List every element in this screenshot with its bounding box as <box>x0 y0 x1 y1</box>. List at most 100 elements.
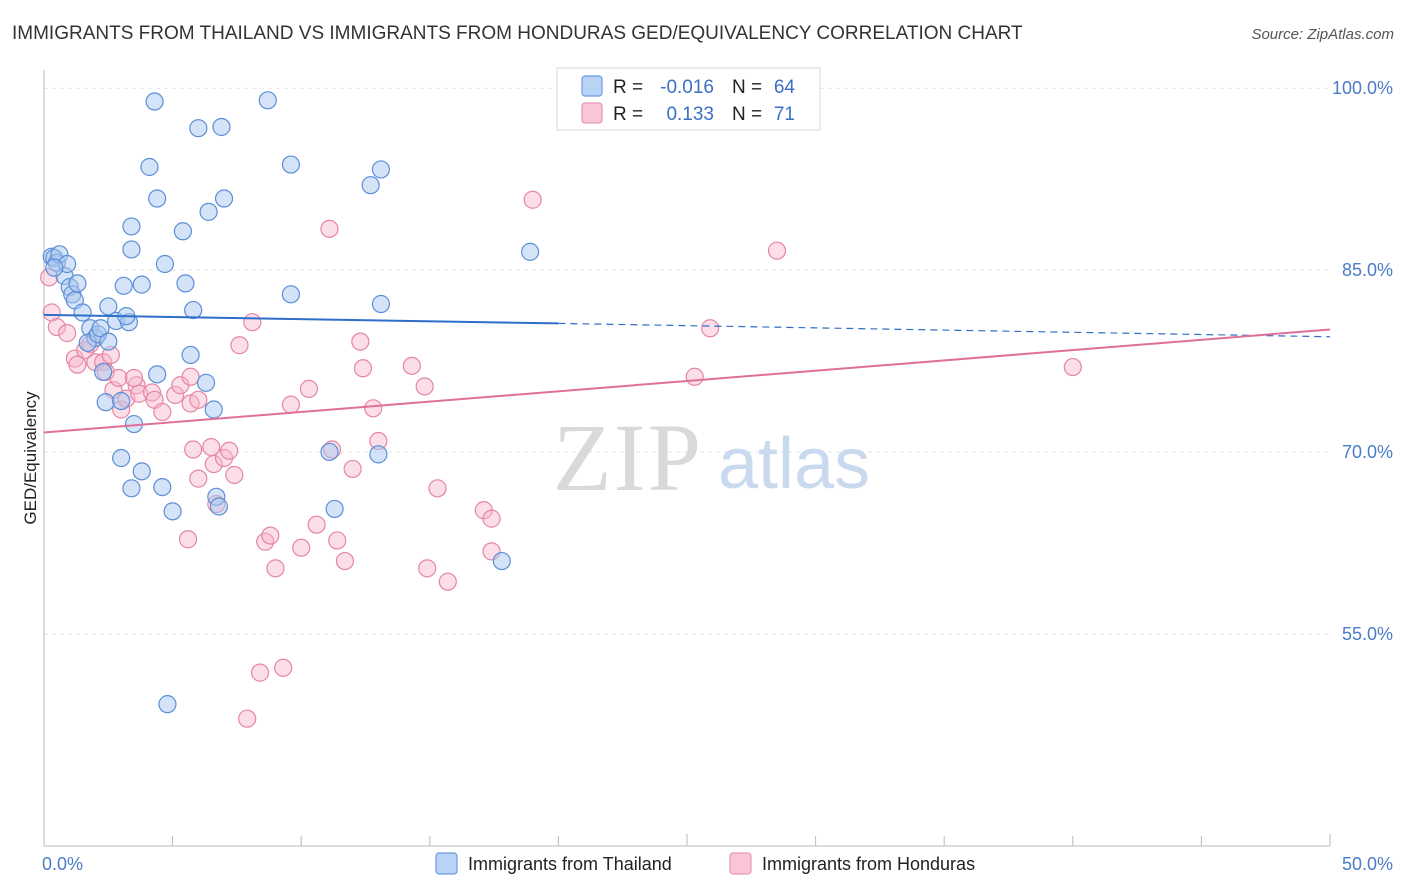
point-thailand-44 <box>176 274 195 293</box>
point-honduras-35 <box>230 336 249 355</box>
point-honduras-60 <box>320 219 339 238</box>
point-thailand-18 <box>114 276 133 295</box>
point-honduras-66 <box>1063 357 1082 377</box>
point-thailand-53 <box>281 285 301 304</box>
point-thailand-40 <box>214 189 234 208</box>
point-honduras-24 <box>181 367 200 386</box>
point-honduras-26 <box>189 390 208 409</box>
legend: Immigrants from Thailand Immigrants from… <box>435 852 975 875</box>
point-thailand-22 <box>96 393 115 412</box>
stats-r-value-1: -0.016 <box>660 77 714 98</box>
stats-r-label-1: R = <box>613 77 643 98</box>
x-tick-label-0: 0.0% <box>42 854 83 874</box>
point-thailand-42 <box>122 240 141 259</box>
point-honduras-21 <box>153 402 172 422</box>
point-thailand-45 <box>184 300 203 320</box>
trendline-thailand <box>43 313 559 325</box>
point-thailand-32 <box>132 275 151 294</box>
point-thailand-23 <box>112 391 131 411</box>
point-honduras-58 <box>482 509 501 528</box>
point-thailand-43 <box>122 217 141 236</box>
stats-swatch-honduras <box>581 102 603 124</box>
point-honduras-36 <box>243 313 262 332</box>
point-honduras-19 <box>142 383 162 402</box>
point-thailand-46 <box>181 345 200 365</box>
point-honduras-22 <box>166 385 185 405</box>
point-thailand-33 <box>155 254 174 274</box>
point-honduras-56 <box>438 572 457 591</box>
point-honduras-3 <box>58 324 77 343</box>
point-thailand-37 <box>145 92 164 111</box>
point-thailand-11 <box>73 303 92 322</box>
point-honduras-50 <box>364 399 383 418</box>
point-thailand-30 <box>148 365 167 384</box>
point-honduras-45 <box>328 531 347 550</box>
legend-label-thailand: Immigrants from Thailand <box>468 854 672 874</box>
point-thailand-27 <box>122 479 141 498</box>
point-thailand-28 <box>153 478 172 497</box>
point-honduras-41 <box>299 379 319 398</box>
point-thailand-39 <box>212 117 231 137</box>
stats-r-label-2: R = <box>613 104 643 125</box>
stats-n-label-1: N = <box>732 77 762 98</box>
point-thailand-52 <box>281 155 301 174</box>
stats-box: R = -0.016 N = 64 R = 0.133 N = 71 <box>556 67 821 131</box>
watermark: ZIP atlas <box>553 404 870 511</box>
point-honduras-69 <box>250 663 270 682</box>
point-thailand-10 <box>68 274 87 293</box>
point-thailand-16 <box>99 297 118 316</box>
legend-swatch-honduras <box>729 852 752 875</box>
trendline-thailand-extension <box>558 322 1331 338</box>
point-thailand-62 <box>158 695 177 714</box>
y-axis-label: GED/Equivalency <box>21 391 40 525</box>
point-honduras-68 <box>274 658 293 677</box>
y-tick-labels: 100.0% 85.0% 70.0% 55.0% <box>1332 78 1393 644</box>
legend-label-honduras: Immigrants from Honduras <box>762 854 975 874</box>
legend-swatch-thailand <box>435 852 458 875</box>
point-honduras-29 <box>204 454 223 474</box>
point-thailand-47 <box>196 373 216 392</box>
point-thailand-38 <box>189 119 208 138</box>
point-honduras-54 <box>418 559 437 578</box>
point-honduras-32 <box>189 469 208 488</box>
point-honduras-13 <box>109 368 128 388</box>
point-thailand-54 <box>361 176 380 195</box>
point-honduras-62 <box>685 367 704 386</box>
y-tick-label-1: 85.0% <box>1342 260 1393 280</box>
point-honduras-27 <box>184 440 203 459</box>
point-thailand-41 <box>199 202 218 221</box>
point-thailand-55 <box>371 160 391 179</box>
point-thailand-6 <box>45 258 64 277</box>
point-thailand-25 <box>112 448 131 468</box>
point-honduras-67 <box>178 530 198 549</box>
point-thailand-60 <box>521 242 540 261</box>
chart-source: Source: ZipAtlas.com <box>1251 26 1394 43</box>
x-tick-label-1: 50.0% <box>1342 854 1393 874</box>
chart-title: IMMIGRANTS FROM THAILAND VS IMMIGRANTS F… <box>12 23 1023 44</box>
point-thailand-35 <box>148 189 167 208</box>
point-thailand-29 <box>163 502 182 521</box>
point-honduras-40 <box>281 395 301 414</box>
point-honduras-34 <box>220 441 239 460</box>
y-tick-label-2: 70.0% <box>1342 442 1393 462</box>
stats-n-value-2: 71 <box>774 104 795 125</box>
trend-lines <box>43 313 1331 434</box>
point-thailand-51 <box>258 91 277 110</box>
point-honduras-39 <box>266 559 285 578</box>
point-honduras-52 <box>402 356 421 375</box>
gridlines <box>44 87 1330 635</box>
point-thailand-20 <box>91 319 110 338</box>
point-thailand-26 <box>132 462 151 481</box>
point-thailand-50 <box>209 497 228 516</box>
point-honduras-18 <box>130 384 149 403</box>
axes <box>43 70 1331 847</box>
y-tick-label-0: 100.0% <box>1332 78 1393 98</box>
point-honduras-49 <box>353 359 373 378</box>
watermark-atlas: atlas <box>718 424 870 504</box>
point-honduras-61 <box>523 190 542 209</box>
point-honduras-31 <box>225 465 244 485</box>
point-thailand-48 <box>204 400 223 419</box>
point-honduras-47 <box>343 459 362 479</box>
stats-n-label-2: N = <box>732 104 762 125</box>
